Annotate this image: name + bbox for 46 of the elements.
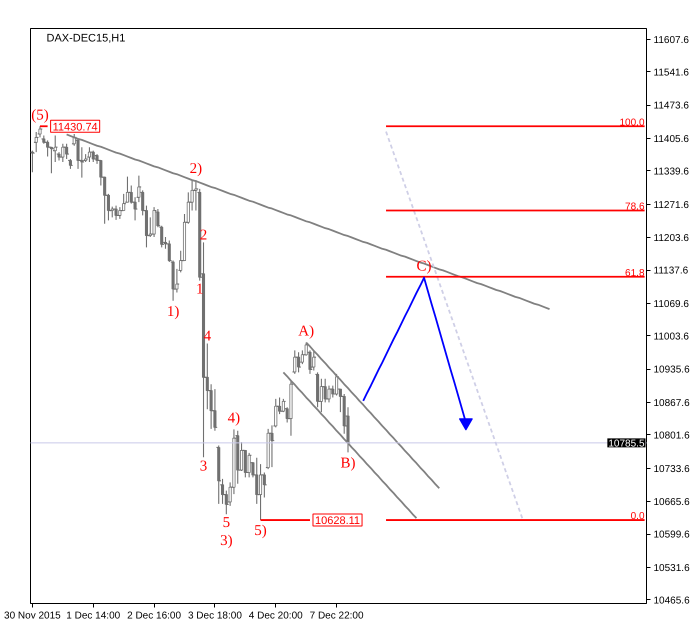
- x-tick-label: 2 Dec 16:00: [127, 610, 182, 622]
- series-label: 100.0: [619, 117, 645, 128]
- y-tick-label: 10935.6: [654, 364, 690, 376]
- x-tick-label: 1 Dec 14:00: [66, 610, 121, 622]
- chart-title: DAX-DEC15,H1: [46, 32, 126, 44]
- annotation: 4): [228, 410, 240, 426]
- x-tick-label: 30 Nov 2015: [4, 610, 62, 622]
- annotation: A): [298, 323, 314, 340]
- annotation: C): [416, 258, 432, 275]
- y-tick-label: 11405.6: [654, 134, 690, 146]
- series-label: 61.8: [625, 268, 645, 279]
- y-tick-label: 11473.6: [654, 100, 690, 112]
- y-tick-label: 11271.6: [654, 200, 690, 211]
- y-tick-label: 11003.6: [654, 331, 690, 342]
- annotation: 5): [254, 523, 267, 540]
- y-tick-label: 10733.6: [654, 464, 690, 475]
- y-tick-label: 11069.6: [654, 298, 690, 310]
- candlestick: [30, 150, 36, 173]
- candlestick: [160, 225, 164, 248]
- annotation: (5): [31, 107, 49, 124]
- candlestick: [289, 380, 293, 436]
- y-tick-label: 10801.6: [654, 430, 690, 442]
- y-tick-label: 11203.6: [654, 233, 690, 244]
- y-tick-label: 11339.6: [654, 166, 690, 178]
- series-label: 10628.11: [314, 515, 360, 528]
- y-tick-label: 10531.6: [654, 562, 690, 574]
- y-tick-label: 10665.6: [654, 497, 690, 508]
- y-tick-label: 11607.6: [654, 34, 690, 46]
- line-series: [305, 342, 440, 490]
- y-tick-label: 11541.6: [654, 67, 690, 78]
- series-label: 11430.74: [52, 121, 98, 134]
- annotation: 3): [220, 533, 233, 550]
- y-tick-label: 10599.6: [654, 530, 690, 541]
- y-tick-label: 10867.6: [654, 398, 690, 410]
- annotation: 1): [166, 304, 180, 320]
- annotation: 2): [190, 161, 202, 178]
- annotation: B): [340, 455, 356, 472]
- x-tick-label: 3 Dec 18:00: [188, 610, 242, 622]
- y-tick-label: 10465.6: [654, 595, 690, 606]
- annotation: 3: [200, 458, 208, 474]
- annotation: 5: [222, 515, 230, 532]
- ref-line-label: 10785.5: [608, 438, 645, 450]
- y-tick-label: 11137.6: [654, 266, 689, 277]
- x-tick-label: 7 Dec 22:00: [310, 610, 364, 622]
- x-tick-label: 4 Dec 20:00: [248, 610, 304, 622]
- candlestick: [327, 385, 331, 403]
